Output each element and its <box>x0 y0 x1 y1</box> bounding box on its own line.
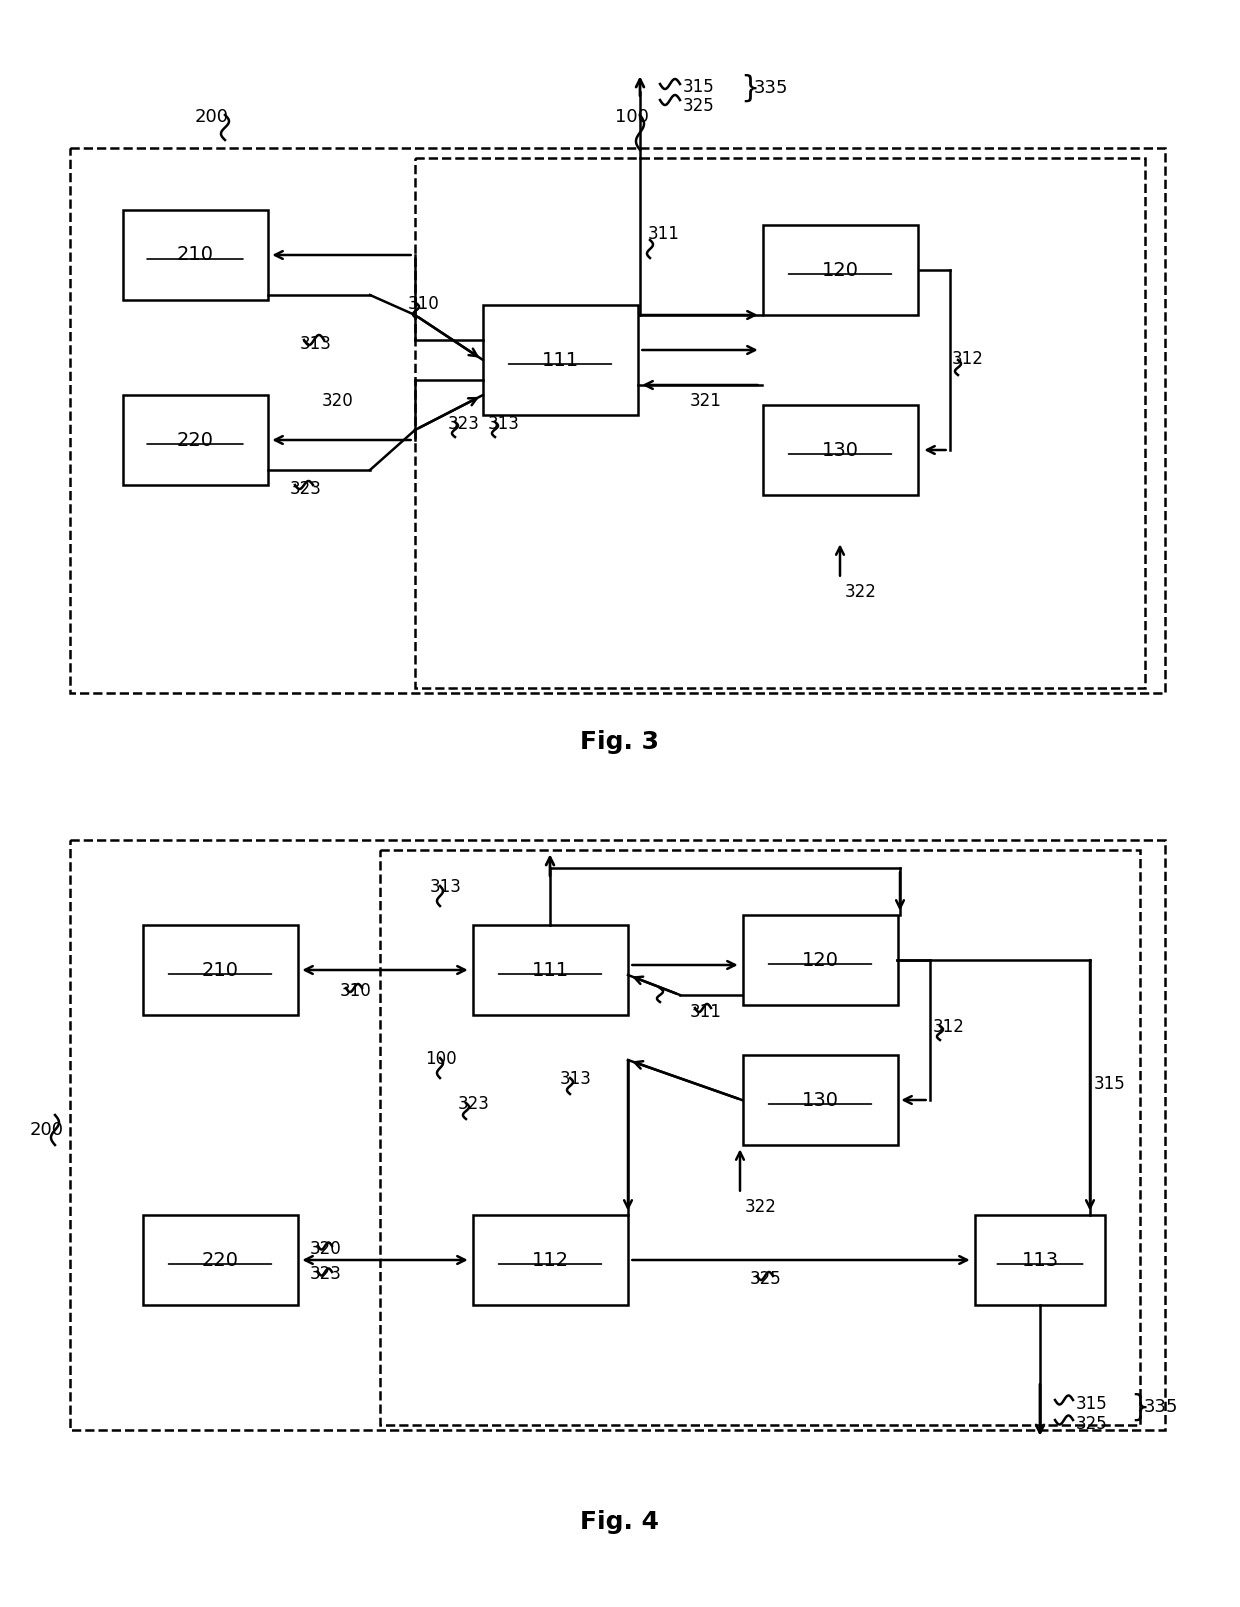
Text: 100: 100 <box>425 1049 456 1069</box>
Text: 322: 322 <box>745 1197 777 1216</box>
Text: 313: 313 <box>560 1070 591 1088</box>
Text: 315: 315 <box>1094 1075 1126 1093</box>
Text: 210: 210 <box>201 961 238 980</box>
Text: 130: 130 <box>801 1091 838 1109</box>
Bar <box>472 1215 627 1305</box>
Text: 200: 200 <box>30 1122 64 1139</box>
Text: 321: 321 <box>689 392 722 410</box>
Text: 323: 323 <box>448 415 480 432</box>
Text: 320: 320 <box>322 392 353 410</box>
Text: 335: 335 <box>1145 1398 1178 1416</box>
Text: 220: 220 <box>201 1250 238 1270</box>
Bar <box>415 157 1145 688</box>
Text: 311: 311 <box>689 1003 722 1020</box>
Text: 313: 313 <box>489 415 520 432</box>
Text: }: } <box>740 74 759 103</box>
Bar <box>123 211 268 301</box>
Text: 210: 210 <box>176 246 213 265</box>
Text: 120: 120 <box>801 950 838 969</box>
Text: Fig. 4: Fig. 4 <box>580 1511 660 1535</box>
Bar <box>143 1215 298 1305</box>
Text: 111: 111 <box>542 350 579 370</box>
Text: 100: 100 <box>615 108 649 125</box>
Text: 325: 325 <box>750 1270 781 1287</box>
Text: 325: 325 <box>683 96 714 116</box>
Text: 323: 323 <box>458 1094 490 1114</box>
Text: 315: 315 <box>1076 1395 1107 1413</box>
Bar <box>975 1215 1105 1305</box>
Bar <box>69 148 1166 693</box>
Text: 322: 322 <box>844 583 877 601</box>
Text: 323: 323 <box>290 480 322 498</box>
Text: 312: 312 <box>932 1017 965 1037</box>
Text: 111: 111 <box>532 961 569 980</box>
Text: 120: 120 <box>821 260 858 280</box>
Bar <box>69 840 1166 1430</box>
Text: 113: 113 <box>1022 1250 1059 1270</box>
Text: 130: 130 <box>821 440 858 460</box>
Text: 200: 200 <box>195 108 229 125</box>
Text: 311: 311 <box>649 225 680 243</box>
Bar <box>743 914 898 1004</box>
Bar <box>379 850 1140 1425</box>
Text: 310: 310 <box>340 982 372 1000</box>
Bar <box>472 926 627 1016</box>
Bar <box>743 1056 898 1146</box>
Bar <box>763 405 918 495</box>
Text: 323: 323 <box>310 1265 342 1282</box>
Text: }: } <box>1130 1393 1149 1422</box>
Text: 313: 313 <box>430 877 461 897</box>
Text: 335: 335 <box>754 79 789 96</box>
Bar <box>143 926 298 1016</box>
Text: 312: 312 <box>952 350 983 368</box>
Bar <box>482 305 637 415</box>
Text: 310: 310 <box>408 296 440 313</box>
Bar <box>763 225 918 315</box>
Text: 315: 315 <box>683 79 714 96</box>
Text: Fig. 3: Fig. 3 <box>580 730 660 754</box>
Text: 112: 112 <box>532 1250 569 1270</box>
Text: 320: 320 <box>310 1241 342 1258</box>
Text: 220: 220 <box>176 431 213 450</box>
Bar <box>123 395 268 485</box>
Text: 313: 313 <box>300 334 332 354</box>
Text: 325: 325 <box>1076 1416 1107 1433</box>
